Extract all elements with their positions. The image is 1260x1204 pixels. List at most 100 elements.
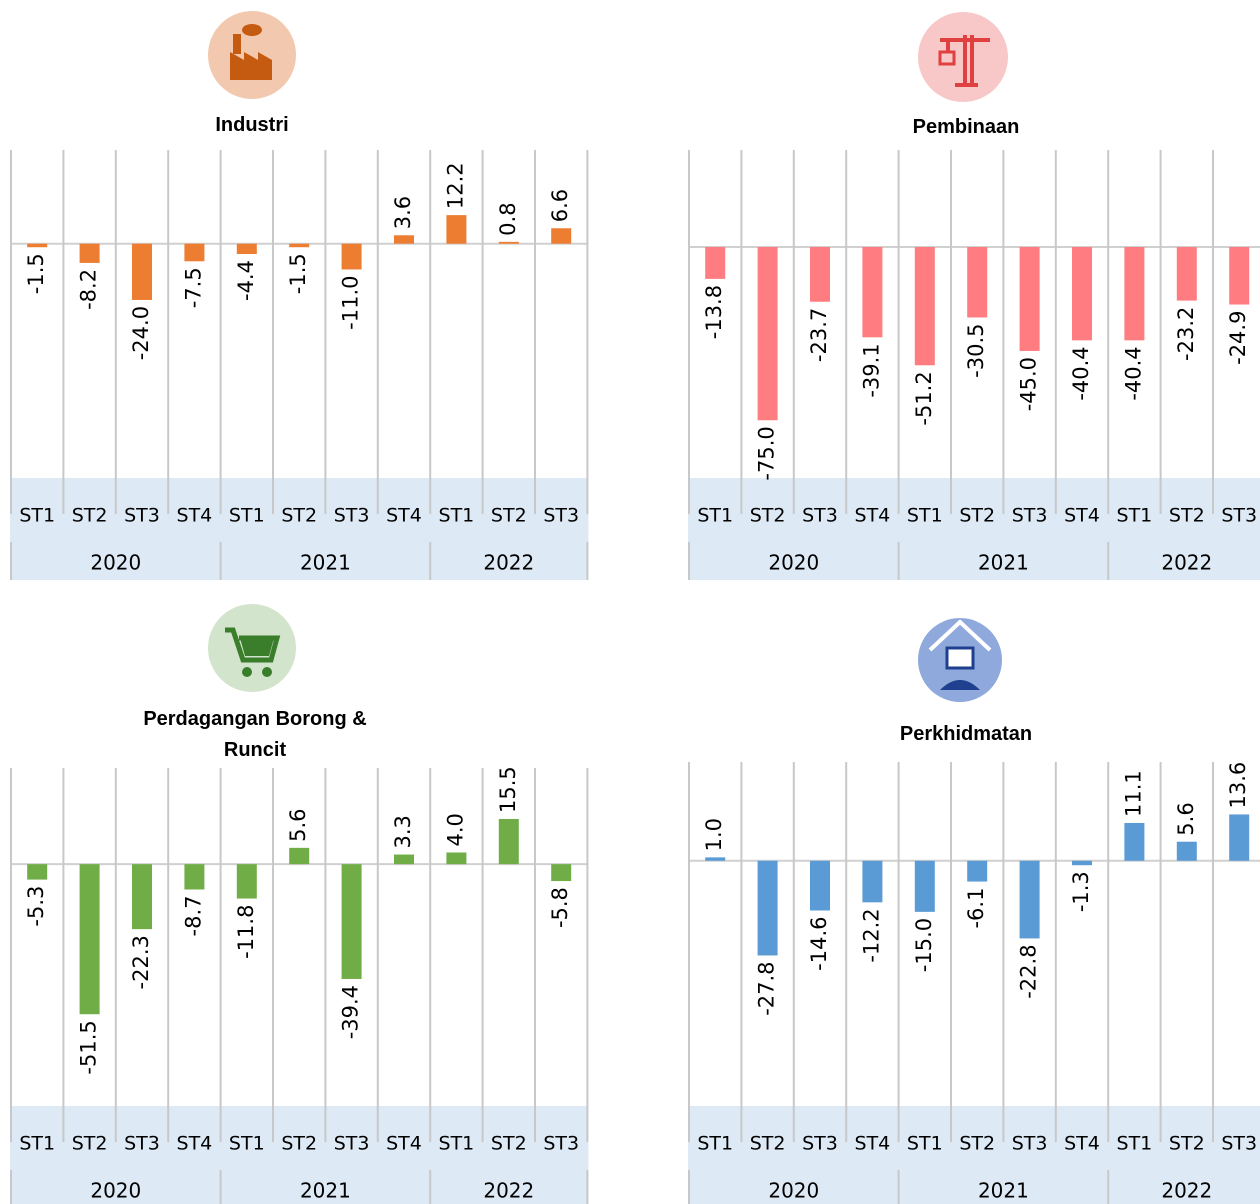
x-tick-label: ST1 [907,505,943,527]
bar [967,860,988,882]
value-label: -51.5 [77,1020,101,1074]
bar [551,228,572,244]
group-label: 2022 [483,1179,534,1203]
x-tick-label: ST2 [750,1133,786,1155]
bar [79,243,100,263]
bar [757,247,778,421]
x-tick-label: ST3 [124,1133,160,1155]
x-tick-label: ST3 [124,505,160,527]
bar [1124,822,1145,861]
value-label: 15.5 [496,766,520,813]
bar [394,235,414,244]
bar [967,247,988,318]
bar [551,864,572,882]
value-label: 1.0 [702,818,726,851]
x-tick-label: ST4 [1064,505,1100,527]
x-tick-label: ST3 [334,505,370,527]
x-tick-label: ST4 [1064,1133,1100,1155]
bar [341,864,362,979]
bar [79,864,100,1015]
value-label: -12.2 [859,908,883,962]
x-tick-label: ST2 [750,505,786,527]
x-tick-label: ST2 [281,505,317,527]
category-band [10,1106,589,1204]
value-label: -39.1 [859,343,883,397]
value-label: -75.0 [755,426,779,480]
x-tick-label: ST1 [229,505,265,527]
x-tick-label: ST3 [1012,505,1048,527]
category-band [688,1106,1260,1204]
value-label: 12.2 [443,162,467,209]
bar [236,243,257,255]
x-tick-label: ST4 [177,1133,213,1155]
value-label: -1.5 [24,253,48,294]
value-label: -11.0 [339,275,363,329]
value-label: 3.6 [391,196,415,229]
bar [862,247,883,338]
bar [498,241,519,244]
value-label: -45.0 [1017,357,1041,411]
value-label: -22.8 [1017,944,1041,998]
bar [132,243,152,300]
icon-perdagangan [208,604,296,692]
x-tick-label: ST2 [72,505,108,527]
value-label: -24.9 [1226,311,1250,365]
x-tick-label: ST3 [1221,1133,1257,1155]
bar [289,847,310,865]
bar [1072,247,1092,341]
value-label: -8.2 [77,269,101,310]
value-label: -39.4 [339,985,363,1039]
value-label: -22.3 [129,935,153,989]
value-label: -8.7 [181,896,205,937]
bar [184,243,205,262]
value-label: -40.4 [1069,346,1093,400]
x-tick-label: ST1 [19,1133,55,1155]
bar [1229,814,1250,861]
bar [27,243,48,248]
x-tick-label: ST4 [855,505,891,527]
value-label: 5.6 [1174,802,1198,835]
x-tick-label: ST1 [907,1133,943,1155]
value-label: -23.2 [1174,307,1198,361]
bar [1176,247,1197,301]
bar [1019,860,1040,939]
value-label: -6.1 [964,888,988,929]
icon-perkhidmatan [918,618,1002,702]
x-tick-label: ST2 [491,505,527,527]
value-label: 5.6 [286,808,310,841]
group-label: 2020 [768,551,819,575]
x-tick-label: ST1 [19,505,55,527]
x-tick-label: ST3 [802,1133,838,1155]
value-label: -51.2 [912,371,936,425]
bar [862,860,883,903]
x-tick-label: ST1 [439,1133,475,1155]
value-label: -40.4 [1121,346,1145,400]
x-tick-label: ST4 [386,1133,422,1155]
x-tick-label: ST1 [697,1133,733,1155]
bar [498,818,519,865]
bar [705,247,726,279]
chart-title: Industri [215,114,289,136]
x-tick-label: ST4 [855,1133,891,1155]
bar [446,852,467,865]
bar [289,243,310,248]
chart-title: Perdagangan Borong & Runcit [143,708,367,761]
x-tick-label: ST2 [959,1133,995,1155]
bar [705,857,726,861]
x-tick-label: ST3 [543,1133,579,1155]
value-label: -1.3 [1069,871,1093,912]
x-tick-label: ST2 [959,505,995,527]
bar [810,860,830,911]
x-tick-label: ST4 [177,505,213,527]
group-label: 2020 [768,1179,819,1203]
group-label: 2022 [1161,551,1212,575]
value-label: -30.5 [964,323,988,377]
bar [1176,841,1197,861]
value-label: 13.6 [1226,762,1250,809]
x-tick-label: ST1 [1117,1133,1153,1155]
bar [1124,247,1145,341]
x-tick-label: ST2 [72,1133,108,1155]
category-band [10,478,589,580]
x-tick-label: ST4 [386,505,422,527]
